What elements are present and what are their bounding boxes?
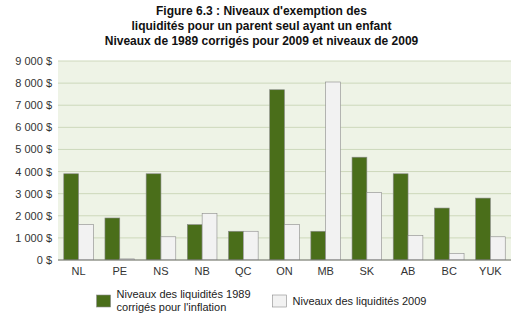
legend-swatch <box>97 295 111 307</box>
bar <box>202 214 217 260</box>
bar <box>311 231 326 260</box>
legend: Niveaux des liquidités 1989corrigés pour… <box>97 288 427 313</box>
y-tick-label: 9 000 $ <box>15 55 52 67</box>
legend-label: Niveaux des liquidités 2009 <box>293 295 427 307</box>
bar <box>393 174 408 260</box>
bar <box>326 82 341 260</box>
legend-swatch <box>273 295 287 307</box>
y-tick-label: 4 000 $ <box>15 166 52 178</box>
bar <box>105 218 120 260</box>
bar <box>161 237 176 260</box>
bar <box>243 231 258 260</box>
x-tick-label: SK <box>360 265 375 277</box>
bar <box>285 225 300 260</box>
plot-background <box>58 61 511 260</box>
title: Figure 6.3 : Niveaux d'exemption desliqu… <box>105 4 419 48</box>
y-tick-label: 6 000 $ <box>15 121 52 133</box>
grid-line <box>58 260 511 261</box>
bar <box>490 237 505 260</box>
bar <box>408 236 423 260</box>
legend-label: Niveaux des liquidités 1989corrigés pour… <box>117 288 251 313</box>
x-tick-label: ON <box>276 265 293 277</box>
y-tick-label: 8 000 $ <box>15 77 52 89</box>
bars <box>64 82 505 260</box>
bar <box>228 231 243 260</box>
x-tick-label: BC <box>442 265 457 277</box>
bar <box>146 174 161 260</box>
x-tick-label: NL <box>72 265 86 277</box>
chart: Figure 6.3 : Niveaux d'exemption desliqu… <box>0 0 523 318</box>
x-tick-label: QC <box>235 265 252 277</box>
x-tick-label: PE <box>112 265 127 277</box>
bar <box>449 253 464 260</box>
y-tick-label: 7 000 $ <box>15 99 52 111</box>
bar <box>64 174 79 260</box>
legend-item: Niveaux des liquidités 2009 <box>273 295 427 308</box>
y-axis: 0 $ 1 000 $ 2 000 $ 3 000 $ 4 000 $ 5 000 $ 6 … <box>15 55 511 266</box>
y-tick-label: 1 000 $ <box>15 232 52 244</box>
grid-line <box>58 83 511 84</box>
legend-item: Niveaux des liquidités 1989corrigés pour… <box>97 288 251 313</box>
bar <box>434 208 449 260</box>
bar <box>367 193 382 260</box>
x-tick-label: NB <box>194 265 209 277</box>
bar <box>187 225 202 260</box>
x-axis: NL PE NS NB QC ON MB SK AB BC YUK <box>72 265 503 277</box>
bar <box>270 90 285 260</box>
y-tick-label: 5 000 $ <box>15 143 52 155</box>
bar <box>352 157 367 260</box>
x-axis-line <box>58 260 511 261</box>
x-tick-label: AB <box>401 265 416 277</box>
x-tick-label: MB <box>317 265 334 277</box>
x-tick-label: NS <box>153 265 168 277</box>
y-tick-label: 0 $ <box>37 254 52 266</box>
x-tick-label: YUK <box>479 265 502 277</box>
bar <box>79 225 94 260</box>
y-tick-label: 2 000 $ <box>15 210 52 222</box>
bar <box>476 198 491 260</box>
y-tick-label: 3 000 $ <box>15 188 52 200</box>
grid-line <box>58 61 511 62</box>
